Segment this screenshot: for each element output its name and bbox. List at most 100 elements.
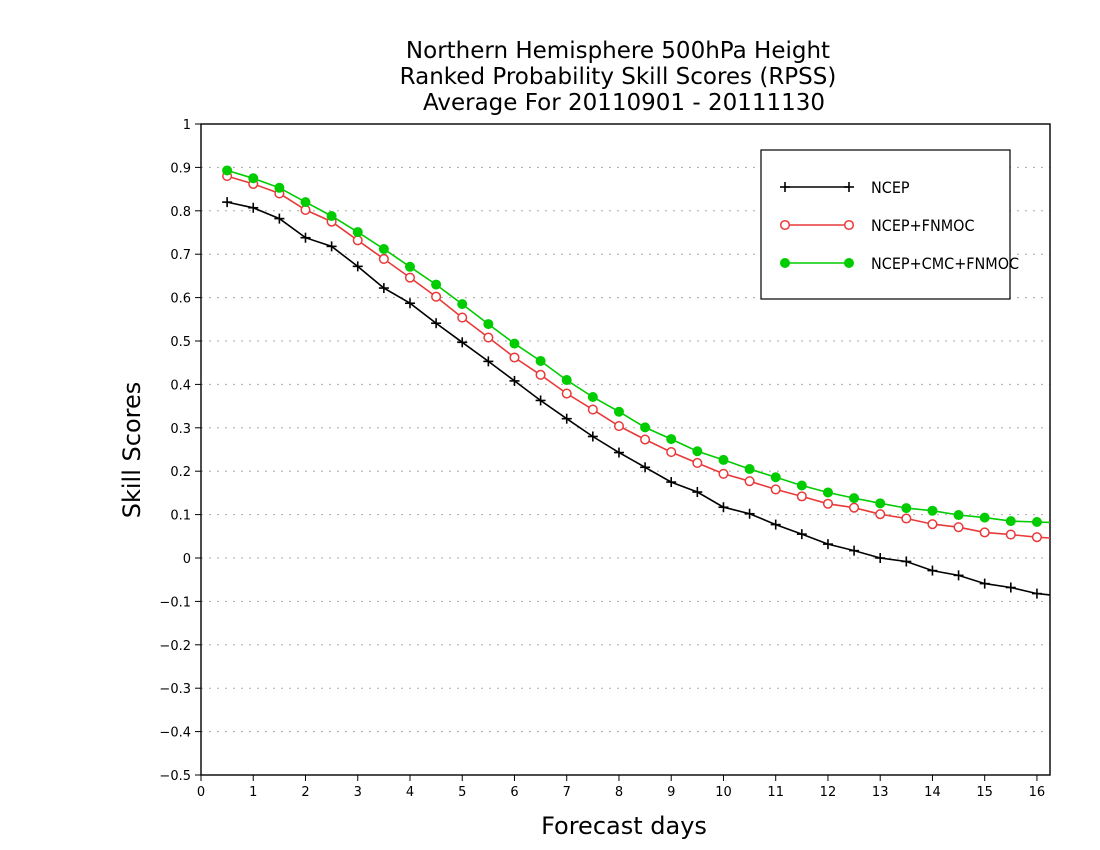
data-point-ncep-cmc-fnmoc	[901, 503, 912, 514]
data-point-ncep-cmc-fnmoc	[927, 505, 938, 516]
data-point-ncep-cmc-fnmoc	[535, 355, 546, 366]
y-tick-label: 0.4	[170, 378, 191, 393]
data-point-ncep	[770, 519, 781, 530]
chart-title-line-1: Northern Hemisphere 500hPa Height	[406, 38, 830, 64]
legend-label: NCEP	[871, 178, 910, 197]
data-point-ncep	[222, 197, 233, 208]
x-tick-label: 1	[249, 785, 257, 800]
data-point-ncep-fnmoc	[431, 291, 442, 302]
x-tick-label: 9	[667, 785, 675, 800]
legend-label: NCEP+CMC+FNMOC	[871, 254, 1019, 273]
x-tick-label: 7	[563, 785, 571, 800]
x-tick-label: 13	[872, 785, 889, 800]
data-point-ncep-fnmoc	[457, 312, 468, 323]
data-point-ncep-cmc-fnmoc	[222, 165, 233, 176]
legend-marker	[843, 219, 855, 231]
x-tick-label: 14	[924, 785, 941, 800]
x-axis-title: Forecast days	[541, 812, 707, 840]
data-point-ncep-fnmoc	[744, 476, 755, 487]
data-point-ncep-fnmoc	[770, 484, 781, 495]
data-point-ncep-cmc-fnmoc	[796, 480, 807, 491]
x-tick-label: 0	[197, 785, 205, 800]
data-point-ncep-fnmoc	[718, 468, 729, 479]
x-tick-label: 5	[458, 785, 466, 800]
data-point-ncep	[979, 578, 990, 589]
x-tick-label: 10	[715, 785, 732, 800]
data-point-ncep-cmc-fnmoc	[718, 454, 729, 465]
data-point-ncep-fnmoc	[927, 519, 938, 530]
data-point-ncep-cmc-fnmoc	[849, 493, 860, 504]
chart-title-line-3: Average For 20110901 - 20111130	[423, 90, 825, 116]
data-point-ncep	[483, 356, 494, 367]
data-point-ncep-fnmoc	[640, 434, 651, 445]
data-point-ncep-cmc-fnmoc	[1005, 516, 1016, 527]
y-tick-label: 0.8	[170, 205, 191, 220]
legend: NCEP NCEP+FNMOC NCEP+CMC+FNMOC	[760, 149, 1019, 300]
y-tick-label: −0.2	[159, 639, 191, 654]
data-point-ncep-fnmoc	[483, 332, 494, 343]
data-point-ncep-cmc-fnmoc	[770, 472, 781, 483]
data-point-ncep-cmc-fnmoc	[979, 512, 990, 523]
legend-marker	[844, 182, 854, 192]
data-point-ncep-cmc-fnmoc	[509, 338, 520, 349]
x-tick-label: 8	[615, 785, 623, 800]
series-layer	[222, 165, 1051, 599]
y-tick-label: 0	[183, 552, 191, 567]
data-point-ncep	[640, 462, 651, 473]
x-tick-label: 11	[767, 785, 784, 800]
data-point-ncep	[326, 241, 337, 252]
data-point-ncep-fnmoc	[849, 502, 860, 513]
data-point-ncep	[1005, 582, 1016, 593]
y-tick-label: 0.3	[170, 422, 191, 437]
grid-layer	[201, 166, 1050, 733]
y-tick-label: −0.1	[159, 595, 191, 610]
data-point-ncep	[927, 565, 938, 576]
data-point-ncep	[849, 545, 860, 556]
data-point-ncep-cmc-fnmoc	[561, 375, 572, 386]
data-point-ncep-fnmoc	[875, 509, 886, 520]
x-tick-label: 12	[820, 785, 837, 800]
data-point-ncep-cmc-fnmoc	[875, 498, 886, 509]
y-tick-label: −0.4	[159, 726, 191, 741]
data-point-ncep-cmc-fnmoc	[744, 464, 755, 475]
data-point-ncep	[953, 570, 964, 581]
data-point-ncep	[535, 395, 546, 406]
x-tick-label: 6	[510, 785, 518, 800]
data-point-ncep-fnmoc	[901, 513, 912, 524]
data-point-ncep-cmc-fnmoc	[640, 422, 651, 433]
data-point-ncep	[613, 447, 624, 458]
legend-item-ncep-fnmoc: NCEP+FNMOC	[779, 216, 975, 235]
legend-label: NCEP+FNMOC	[871, 216, 975, 235]
data-point-ncep-cmc-fnmoc	[326, 211, 337, 222]
x-tick-label: 4	[406, 785, 414, 800]
data-point-ncep-cmc-fnmoc	[587, 391, 598, 402]
data-point-ncep-fnmoc	[587, 404, 598, 415]
data-point-ncep-fnmoc	[535, 369, 546, 380]
data-point-ncep-cmc-fnmoc	[457, 299, 468, 310]
legend-marker	[780, 258, 790, 268]
data-point-ncep	[431, 318, 442, 329]
y-tick-label: 0.5	[170, 335, 191, 350]
data-point-ncep	[796, 529, 807, 540]
legend-item-ncep-cmc-fnmoc: NCEP+CMC+FNMOC	[780, 254, 1019, 273]
data-point-ncep	[274, 213, 285, 224]
data-point-ncep-fnmoc	[509, 352, 520, 363]
x-tick-label: 15	[976, 785, 993, 800]
data-point-ncep-cmc-fnmoc	[613, 406, 624, 417]
data-point-ncep	[744, 508, 755, 519]
legend-marker	[844, 258, 854, 268]
data-point-ncep-cmc-fnmoc	[953, 510, 964, 521]
y-tick-label: 0.2	[170, 465, 191, 480]
data-point-ncep-cmc-fnmoc	[248, 173, 259, 184]
plot-frame	[200, 123, 1051, 776]
data-point-ncep	[561, 413, 572, 424]
y-tick-label: −0.5	[159, 769, 191, 784]
data-point-ncep	[692, 487, 703, 498]
data-point-ncep	[404, 298, 415, 309]
data-point-ncep	[509, 375, 520, 386]
data-point-ncep	[666, 477, 677, 488]
data-point-ncep-cmc-fnmoc	[352, 227, 363, 238]
y-tick-label: 0.7	[170, 248, 191, 263]
axis-layer: 1 0.9 0.8 0.7 0.6 0.5 0.4 0.3 0.2 0.1 0 −0.1 −0.2 −0.…	[159, 118, 1051, 800]
